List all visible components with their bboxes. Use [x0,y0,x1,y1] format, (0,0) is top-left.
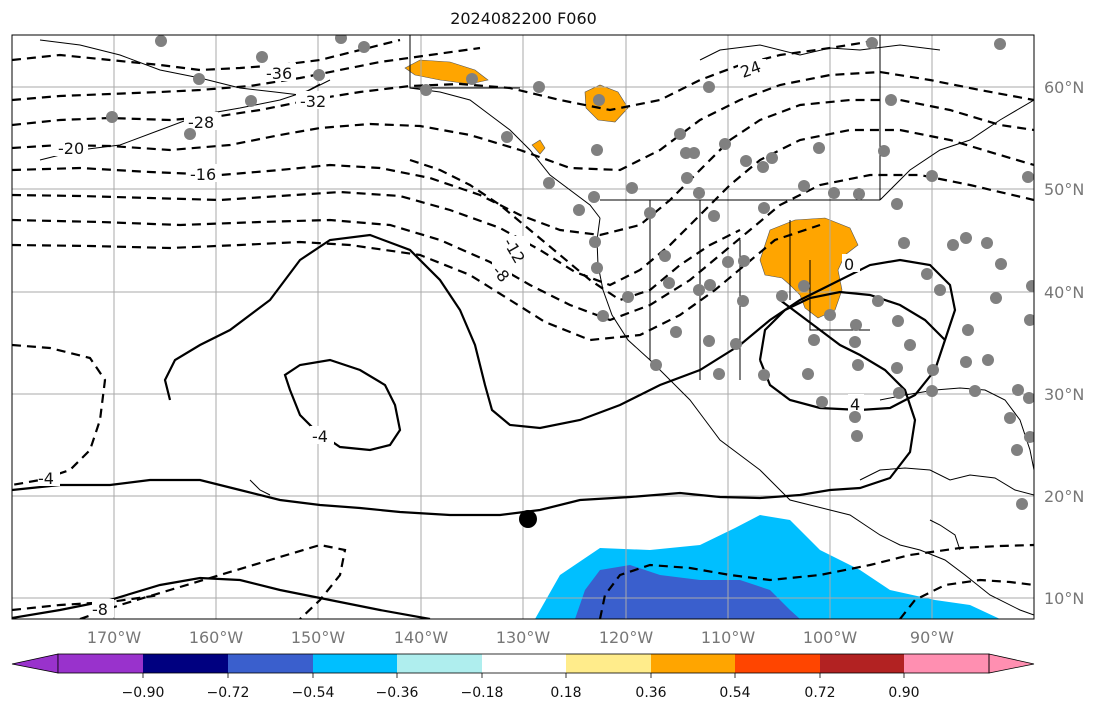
lat-label: 20°N [1044,487,1084,506]
lat-label: 30°N [1044,385,1084,404]
lon-label: 130°W [496,628,551,647]
contour-label: -8 [92,600,108,619]
contour-label: 0 [844,255,854,274]
station-points [106,35,1034,510]
contour-label: -20 [58,139,84,158]
contour-label: -32 [300,92,326,111]
highlighted-point-marker [519,510,537,528]
colorbar-segment [228,654,313,673]
lon-label: 100°W [803,628,858,647]
colorbar-tick-label: −0.18 [461,685,504,701]
lat-label: 10°N [1044,589,1084,608]
colorbar-segment [820,654,904,673]
latitude-labels: 60°N 50°N 40°N 30°N 20°N 10°N [1044,78,1084,608]
colorbar-segment [482,654,566,673]
colorbar-min-extension [11,653,59,674]
colorbar-tick-label: 0.36 [635,685,666,701]
contour-label: -36 [266,64,292,83]
colorbar-tick-label: −0.72 [207,685,250,701]
dashed-contours [12,38,1034,619]
colorbar-max-extension [988,653,1035,674]
colorbar-segment [397,654,482,673]
contour-label: -4 [38,469,54,488]
colorbar-tick-label: 0.72 [804,685,835,701]
colorbar-segment [313,654,397,673]
contour-labels: -36 -32 -28 -20 -16 -12 -8 -4 0 -4 4 -8 … [38,57,864,619]
lon-label: 170°W [87,628,142,647]
graticule [12,35,1034,619]
colorbar-tick-label: 0.18 [550,685,581,701]
colorbar-segment [651,654,735,673]
colorbar-tick-label: 0.54 [719,685,750,701]
colorbar-segment [904,654,989,673]
contour-label: -16 [190,165,216,184]
map-title: 2024082200 F060 [450,9,597,28]
shaded-negative-region [535,515,1000,619]
map-frame [11,34,1035,620]
colorbar-segment [143,654,228,673]
colorbar-tick-label: −0.54 [292,685,335,701]
lon-label: 160°W [189,628,244,647]
contour-label: -4 [312,427,328,446]
longitude-labels: 170°W 160°W 150°W 140°W 130°W 120°W 110°… [87,628,954,647]
lat-label: 40°N [1044,283,1084,302]
colorbar-segment [58,654,143,673]
lon-label: 120°W [599,628,654,647]
colorbar-segment [735,654,820,673]
colorbar-tick-label: −0.90 [122,685,165,701]
lon-label: 90°W [910,628,954,647]
lat-label: 60°N [1044,78,1084,97]
contour-label: -28 [188,113,214,132]
colorbar-tick-label: −0.36 [376,685,419,701]
lon-label: 140°W [394,628,449,647]
colorbar-tick-label: 0.90 [888,685,919,701]
colorbar-segment [566,654,651,673]
lon-label: 110°W [701,628,756,647]
colorbar: −0.90 −0.72 −0.54 −0.36 −0.18 0.18 0.36 … [11,653,1035,701]
lat-label: 50°N [1044,180,1084,199]
lon-label: 150°W [291,628,346,647]
contour-label: 4 [850,395,860,414]
